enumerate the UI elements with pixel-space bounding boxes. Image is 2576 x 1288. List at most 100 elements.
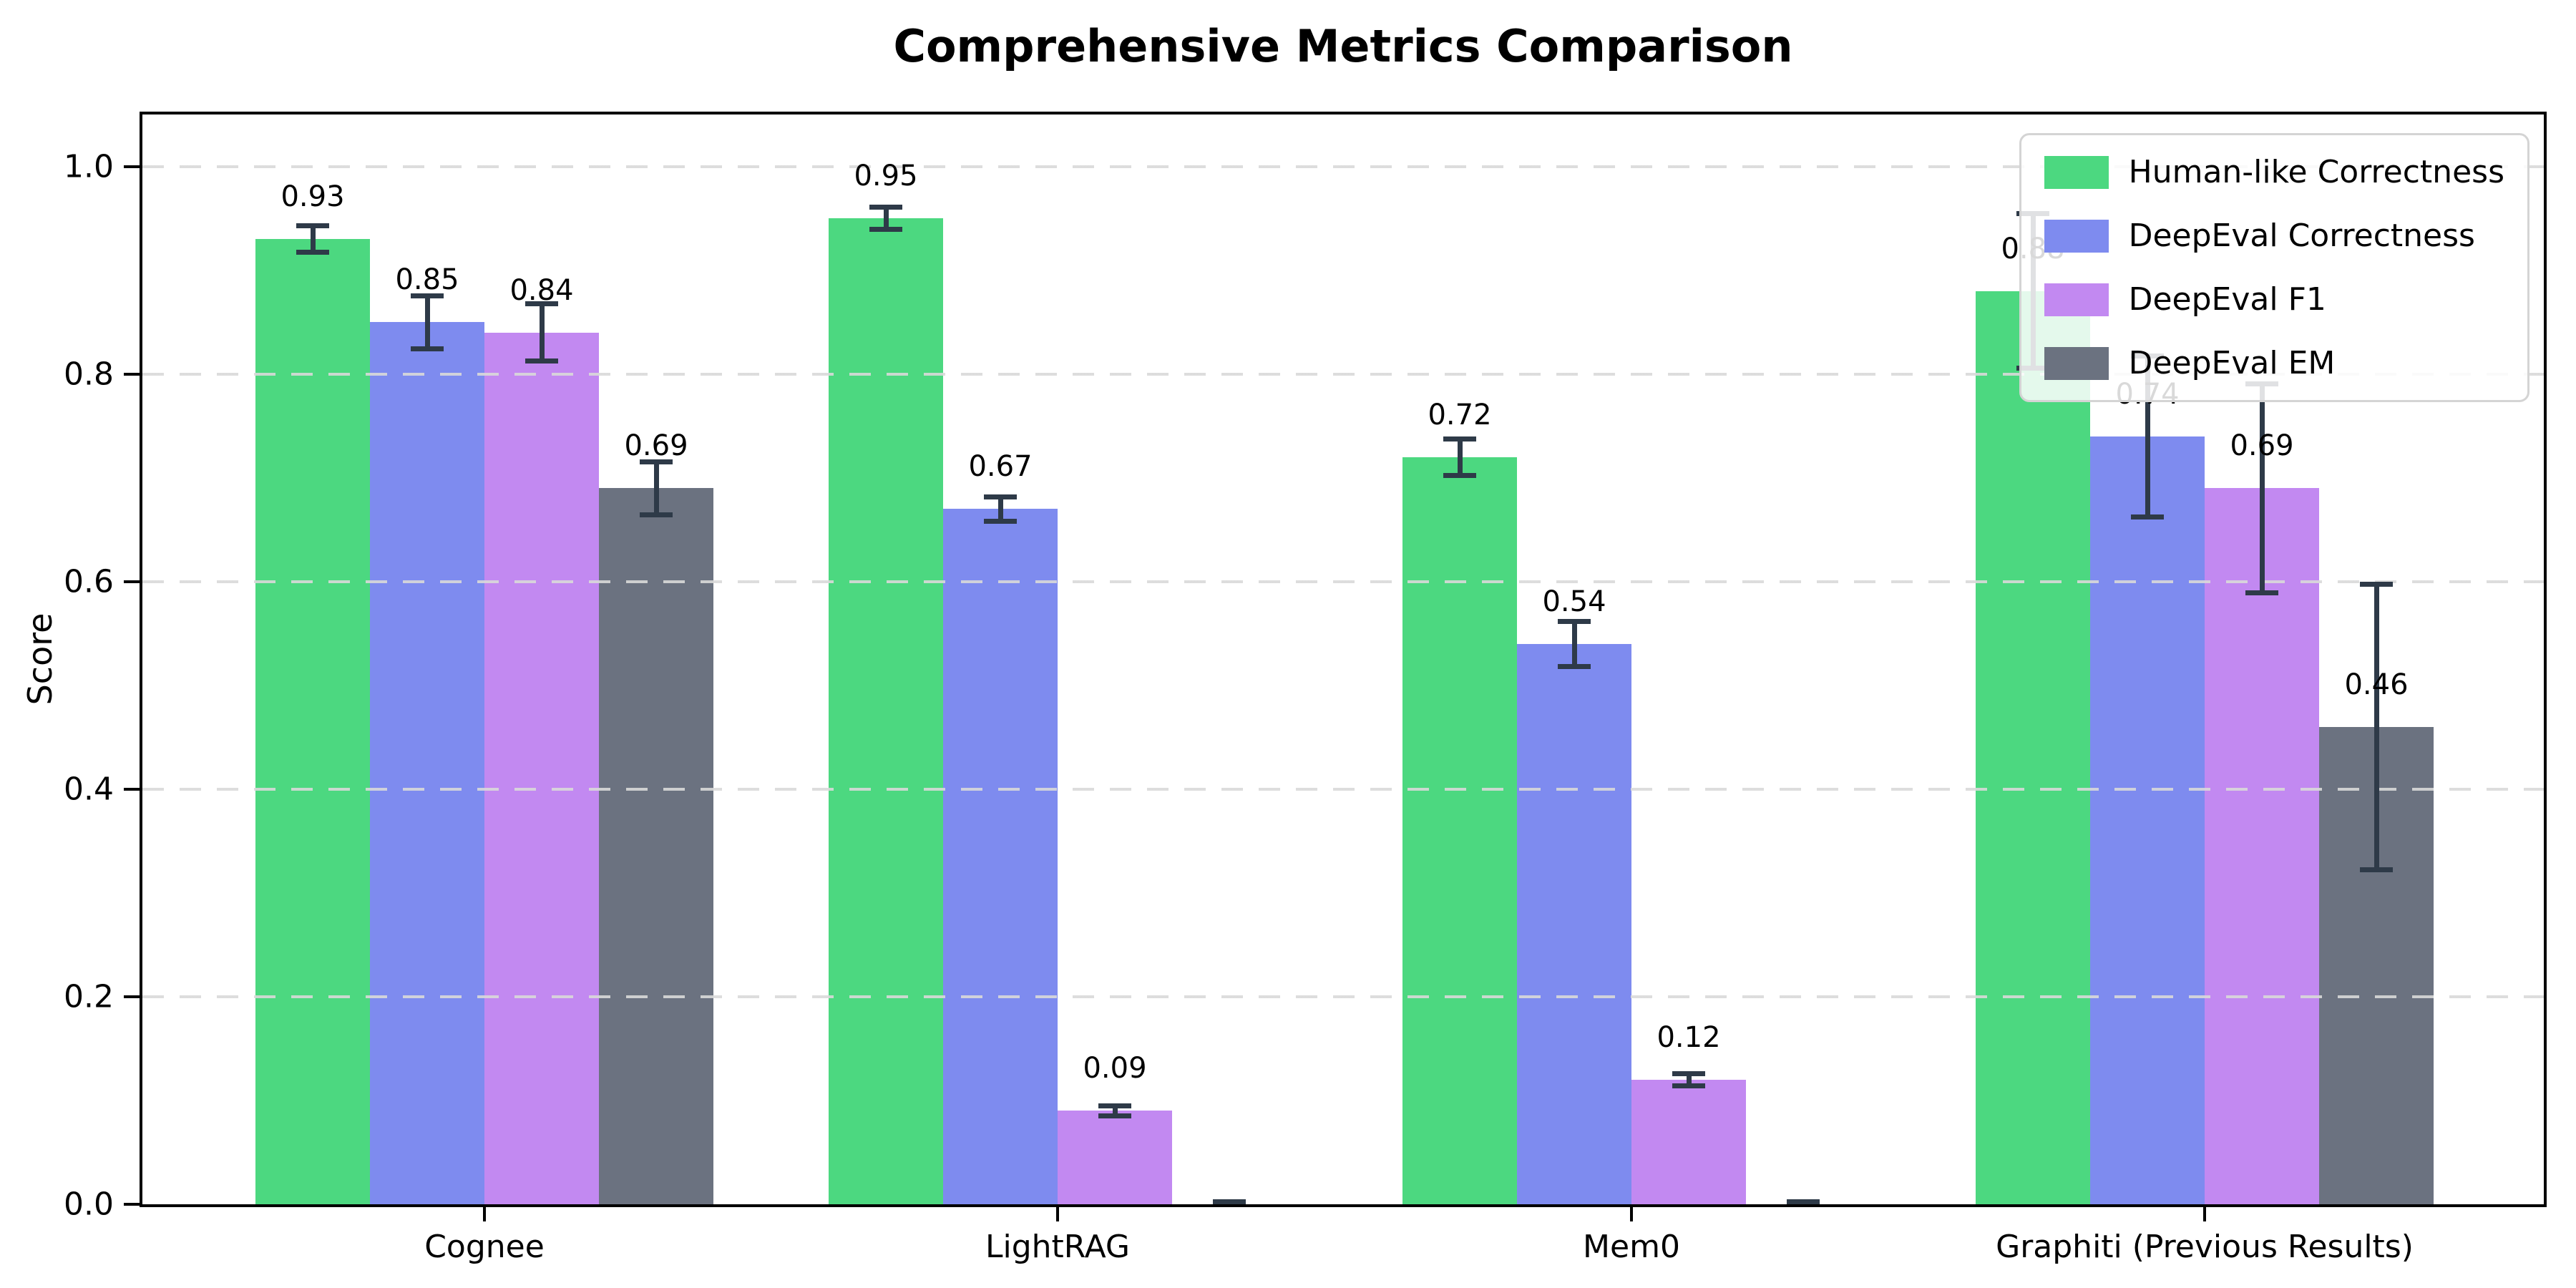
y-tick-label: 1.0 xyxy=(64,148,114,185)
error-bar-cap-top xyxy=(411,293,444,298)
y-tick-label: 0.8 xyxy=(64,356,114,393)
legend-item-deepeval-f1: DeepEval F1 xyxy=(2044,281,2504,318)
value-label-human-like-correctness-cognee: 0.93 xyxy=(280,180,345,214)
error-bar-cap-bottom xyxy=(1787,1199,1820,1204)
x-tick-label-mem0: Mem0 xyxy=(1583,1229,1680,1265)
error-bar-deepeval-em-cognee xyxy=(640,459,673,517)
legend-item-deepeval-em: DeepEval EM xyxy=(2044,345,2504,381)
y-tick-label: 0.6 xyxy=(64,563,114,600)
error-bar-stem xyxy=(883,205,889,232)
error-bar-cap-top xyxy=(869,205,902,210)
legend-swatch-deepeval-correctness xyxy=(2044,219,2109,253)
error-bar-cap-top xyxy=(984,494,1017,499)
error-bar-cap-bottom xyxy=(1098,1113,1131,1118)
y-tick-label: 0.0 xyxy=(64,1186,114,1223)
error-bar-cap-bottom xyxy=(525,358,558,364)
error-bar-cap-bottom xyxy=(1213,1199,1246,1204)
bar-deepeval-correctness-mem0 xyxy=(1517,643,1631,1204)
x-tick-mark xyxy=(2203,1207,2206,1221)
y-tick-mark xyxy=(124,580,140,583)
value-label-deepeval-em-graphiti-previous-results: 0.46 xyxy=(2344,668,2409,701)
legend-swatch-deepeval-f1 xyxy=(2044,283,2109,316)
gridline-1.0 xyxy=(142,165,2544,168)
error-bar-cap-bottom xyxy=(2360,867,2393,872)
error-bar-cap-top xyxy=(1098,1103,1131,1109)
error-bar-stem xyxy=(1457,436,1463,478)
y-tick-mark xyxy=(124,995,140,998)
y-tick-mark xyxy=(124,787,140,791)
chart-title: Comprehensive Metrics Comparison xyxy=(893,20,1793,72)
y-tick-mark xyxy=(124,165,140,168)
error-bar-stem xyxy=(997,494,1003,524)
error-bar-cap-bottom xyxy=(1672,1083,1705,1088)
x-tick-mark xyxy=(1630,1207,1633,1221)
bar-human-like-correctness-cognee xyxy=(255,239,370,1204)
y-tick-label: 0.2 xyxy=(64,978,114,1015)
y-tick-mark xyxy=(124,372,140,376)
x-tick-label-lightrag: LightRAG xyxy=(985,1229,1131,1265)
error-bar-cap-bottom xyxy=(640,512,673,517)
error-bar-stem xyxy=(2145,353,2150,519)
bar-human-like-correctness-graphiti-previous-results xyxy=(1976,291,2090,1204)
value-label-human-like-correctness-lightrag: 0.95 xyxy=(854,160,918,193)
legend-label: DeepEval Correctness xyxy=(2128,218,2475,254)
legend-item-human-like-correctness: Human-like Correctness xyxy=(2044,154,2504,190)
error-bar-deepeval-f1-cognee xyxy=(525,301,558,364)
error-bar-stem xyxy=(1686,1071,1692,1088)
error-bar-stem xyxy=(1112,1103,1118,1118)
legend-item-deepeval-correctness: DeepEval Correctness xyxy=(2044,218,2504,254)
error-bar-cap-top xyxy=(525,301,558,307)
error-bar-cap-top xyxy=(296,223,329,229)
plot-area: 0.0 0.2 0.4 0.6 0.8 1.0 Cognee LightRAG Mem0 Grap… xyxy=(64,112,2547,1265)
error-bar-cap-top xyxy=(1443,436,1476,441)
error-bar-stem xyxy=(424,293,430,351)
error-bar-cap-top xyxy=(1558,618,1591,624)
error-bar-stem xyxy=(539,301,545,364)
gridline-0.8 xyxy=(142,372,2544,376)
value-label-deepeval-f1-graphiti-previous-results: 0.69 xyxy=(2230,429,2294,463)
legend-swatch-deepeval-em xyxy=(2044,346,2109,380)
y-tick-label: 0.4 xyxy=(64,771,114,808)
bar-deepeval-correctness-cognee xyxy=(370,322,484,1204)
error-bar-stem xyxy=(310,223,316,255)
bar-deepeval-f1-mem0 xyxy=(1631,1079,1746,1204)
error-bar-human-like-correctness-lightrag xyxy=(869,205,902,232)
gridline-0.4 xyxy=(142,787,2544,791)
legend-label: Human-like Correctness xyxy=(2128,154,2504,190)
bar-human-like-correctness-mem0 xyxy=(1402,457,1517,1204)
value-label-deepeval-correctness-cognee: 0.85 xyxy=(395,263,459,297)
value-label-deepeval-correctness-lightrag: 0.67 xyxy=(968,450,1033,484)
bar-deepeval-f1-lightrag xyxy=(1058,1111,1172,1204)
error-bar-cap-top xyxy=(2360,581,2393,587)
error-bar-deepeval-correctness-mem0 xyxy=(1558,618,1591,669)
error-bar-stem xyxy=(1571,618,1577,669)
error-bar-cap-bottom xyxy=(1558,663,1591,669)
error-bar-deepeval-em-graphiti-previous-results xyxy=(2360,581,2393,872)
error-bar-stem xyxy=(2259,381,2265,595)
value-label-deepeval-em-cognee: 0.69 xyxy=(624,429,688,463)
value-label-deepeval-f1-lightrag: 0.09 xyxy=(1083,1052,1147,1085)
x-tick-mark xyxy=(1056,1207,1059,1221)
error-bar-cap-bottom xyxy=(411,346,444,351)
error-bar-cap-top xyxy=(640,459,673,464)
bar-human-like-correctness-lightrag xyxy=(829,218,943,1204)
error-bar-human-like-correctness-cognee xyxy=(296,223,329,255)
error-bar-cap-bottom xyxy=(2245,590,2278,595)
y-tick-mark xyxy=(124,1203,140,1206)
error-bar-cap-bottom xyxy=(1443,472,1476,478)
error-bar-cap-bottom xyxy=(296,249,329,255)
error-bar-deepeval-f1-mem0 xyxy=(1672,1071,1705,1088)
error-bar-deepeval-f1-lightrag xyxy=(1098,1103,1131,1118)
value-label-human-like-correctness-mem0: 0.72 xyxy=(1428,398,1492,431)
error-bar-deepeval-em-mem0 xyxy=(1787,1199,1820,1204)
error-bar-stem xyxy=(653,459,659,517)
bar-deepeval-correctness-graphiti-previous-results xyxy=(2090,436,2205,1204)
error-bar-deepeval-f1-graphiti-previous-results xyxy=(2245,381,2278,595)
value-label-deepeval-f1-mem0: 0.12 xyxy=(1657,1020,1721,1054)
x-tick-mark xyxy=(483,1207,486,1221)
error-bar-cap-bottom xyxy=(869,226,902,232)
y-axis-label: Score xyxy=(21,613,59,706)
error-bar-deepeval-correctness-lightrag xyxy=(984,494,1017,524)
gridline-0.6 xyxy=(142,580,2544,583)
